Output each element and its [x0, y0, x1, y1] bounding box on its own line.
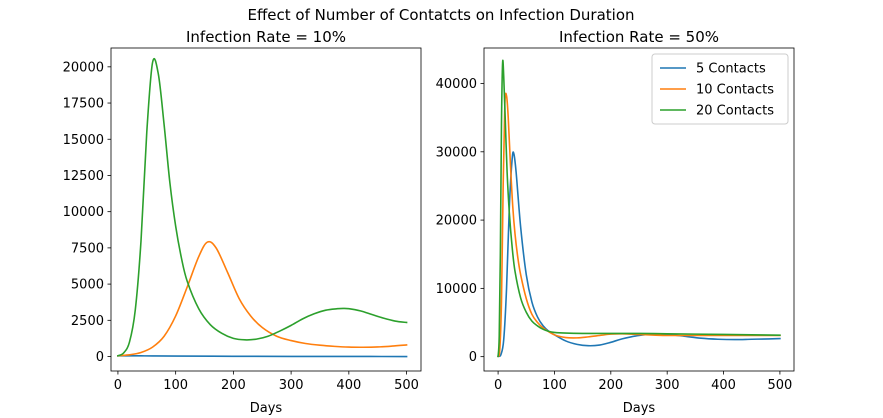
- right-subplot-series-line-3: [497, 59, 781, 358]
- right-subplot-ytick-label: 10000: [436, 282, 477, 297]
- left-subplot-series-line-2: [117, 240, 408, 357]
- left-subplot-ytick-label: 2500: [71, 314, 104, 329]
- right-subplot-legend-label: 10 Contacts: [696, 83, 774, 98]
- right-subplot-ytick-label: 40000: [436, 77, 477, 92]
- right-subplot-legend-box: [651, 53, 789, 125]
- left-subplot-xtick-label: 100: [163, 378, 188, 393]
- left-subplot-xtick-label: 300: [279, 378, 304, 393]
- right-subplot-axes-frame: [483, 47, 795, 372]
- right-subplot-series-line-2: [497, 92, 781, 358]
- right-subplot-ytick-label: 0: [469, 350, 477, 365]
- right-subplot-ytick-label: 20000: [436, 214, 477, 229]
- left-subplot-axes-frame: [110, 47, 422, 372]
- right-subplot-title: Infection Rate = 50%: [559, 28, 719, 46]
- left-subplot-ytick-label: 0: [96, 350, 104, 365]
- left-subplot-ytick-label: 10000: [63, 205, 104, 220]
- right-subplot-lines: [496, 59, 781, 358]
- left-subplot-ytick-label: 20000: [63, 60, 104, 75]
- right-subplot-series-line-1: [496, 151, 781, 358]
- right-subplot-legend-label: 5 Contacts: [696, 62, 766, 77]
- right-subplot-xtick-label: 400: [711, 378, 736, 393]
- left-subplot-ytick-label: 7500: [71, 241, 104, 256]
- left-subplot-title: Infection Rate = 10%: [186, 28, 346, 46]
- right-subplot-ytick-label: 30000: [436, 145, 477, 160]
- left-subplot-series-line-1: [117, 354, 408, 358]
- right-subplot-xtick-label: 200: [598, 378, 623, 393]
- right-subplot-xtick-label: 100: [542, 378, 567, 393]
- right-subplot-xtick-label: 300: [655, 378, 680, 393]
- left-subplot-xtick-label: 500: [394, 378, 419, 393]
- right-subplot-xtick-label: 500: [767, 378, 792, 393]
- right-subplot-xtick-label: 0: [494, 378, 502, 393]
- left-subplot-xtick-label: 0: [114, 378, 122, 393]
- right-subplot-xlabel: Days: [623, 401, 656, 416]
- left-subplot: Infection Rate = 10% Days 0 100 200 300 400 5…: [63, 28, 422, 416]
- left-subplot-series-line-3: [116, 57, 408, 357]
- left-subplot-lines: [116, 57, 408, 358]
- left-subplot-xtick-label: 400: [336, 378, 361, 393]
- figure-suptitle: Effect of Number of Contatcts on Infecti…: [247, 6, 634, 24]
- right-subplot-legend: 5 Contacts 10 Contacts 20 Contacts: [651, 53, 789, 125]
- left-subplot-xtick-label: 200: [221, 378, 246, 393]
- left-subplot-ytick-label: 12500: [63, 169, 104, 184]
- left-subplot-ytick-label: 15000: [63, 133, 104, 148]
- right-subplot-legend-label: 20 Contacts: [696, 104, 774, 119]
- right-subplot: Infection Rate = 50% Days 0 100 200 300 400 5…: [436, 28, 795, 416]
- left-subplot-xlabel: Days: [250, 401, 283, 416]
- left-subplot-ytick-label: 17500: [63, 97, 104, 112]
- left-subplot-ytick-label: 5000: [71, 278, 104, 293]
